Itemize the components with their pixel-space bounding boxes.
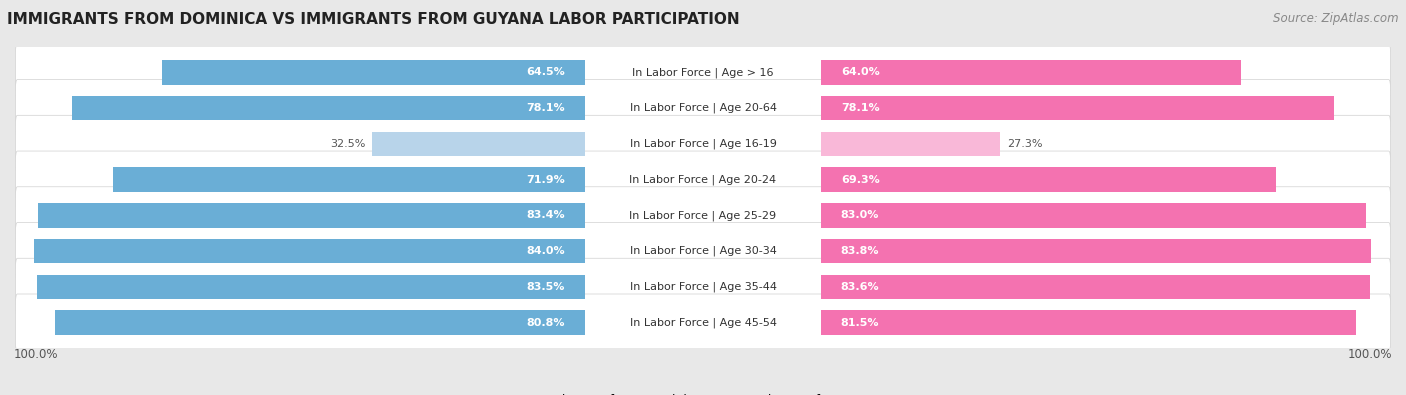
Text: In Labor Force | Age 20-64: In Labor Force | Age 20-64 [630, 103, 776, 113]
Text: In Labor Force | Age 20-24: In Labor Force | Age 20-24 [630, 174, 776, 185]
Bar [821, 132, 1000, 156]
Text: 83.8%: 83.8% [841, 246, 879, 256]
Text: IMMIGRANTS FROM DOMINICA VS IMMIGRANTS FROM GUYANA LABOR PARTICIPATION: IMMIGRANTS FROM DOMINICA VS IMMIGRANTS F… [7, 12, 740, 27]
Bar [821, 203, 1365, 228]
Bar [38, 203, 585, 228]
Text: In Labor Force | Age 45-54: In Labor Force | Age 45-54 [630, 317, 776, 328]
Text: In Labor Force | Age 30-34: In Labor Force | Age 30-34 [630, 246, 776, 256]
FancyBboxPatch shape [15, 151, 1391, 208]
Bar [821, 60, 1241, 85]
FancyBboxPatch shape [15, 294, 1391, 351]
Legend: Immigrants from Dominica, Immigrants from Guyana: Immigrants from Dominica, Immigrants fro… [509, 394, 897, 395]
Text: In Labor Force | Age 16-19: In Labor Force | Age 16-19 [630, 139, 776, 149]
FancyBboxPatch shape [15, 258, 1391, 316]
Text: In Labor Force | Age > 16: In Labor Force | Age > 16 [633, 67, 773, 78]
Text: 78.1%: 78.1% [841, 103, 879, 113]
Text: 64.0%: 64.0% [841, 68, 880, 77]
Text: 100.0%: 100.0% [14, 348, 59, 361]
Bar [821, 310, 1355, 335]
Bar [821, 239, 1371, 263]
FancyBboxPatch shape [15, 44, 1391, 101]
Text: 100.0%: 100.0% [1347, 348, 1392, 361]
Text: 83.4%: 83.4% [527, 211, 565, 220]
Bar [821, 275, 1369, 299]
Text: 69.3%: 69.3% [841, 175, 880, 184]
Text: 64.5%: 64.5% [526, 68, 565, 77]
Text: In Labor Force | Age 25-29: In Labor Force | Age 25-29 [630, 210, 776, 221]
FancyBboxPatch shape [15, 115, 1391, 173]
FancyBboxPatch shape [15, 222, 1391, 280]
Bar [34, 239, 585, 263]
Bar [162, 60, 585, 85]
Text: 27.3%: 27.3% [1007, 139, 1042, 149]
Text: In Labor Force | Age 35-44: In Labor Force | Age 35-44 [630, 282, 776, 292]
Text: 78.1%: 78.1% [527, 103, 565, 113]
Text: 32.5%: 32.5% [330, 139, 366, 149]
Text: Source: ZipAtlas.com: Source: ZipAtlas.com [1274, 12, 1399, 25]
Text: 80.8%: 80.8% [527, 318, 565, 327]
Bar [821, 96, 1333, 120]
Text: 71.9%: 71.9% [526, 175, 565, 184]
Text: 83.5%: 83.5% [527, 282, 565, 292]
Bar [73, 96, 585, 120]
Text: 81.5%: 81.5% [841, 318, 879, 327]
Text: 83.0%: 83.0% [841, 211, 879, 220]
Bar [55, 310, 585, 335]
FancyBboxPatch shape [15, 187, 1391, 244]
Bar [821, 167, 1275, 192]
Bar [371, 132, 585, 156]
Text: 84.0%: 84.0% [527, 246, 565, 256]
Bar [112, 167, 585, 192]
Bar [37, 275, 585, 299]
Text: 83.6%: 83.6% [841, 282, 879, 292]
FancyBboxPatch shape [15, 79, 1391, 137]
